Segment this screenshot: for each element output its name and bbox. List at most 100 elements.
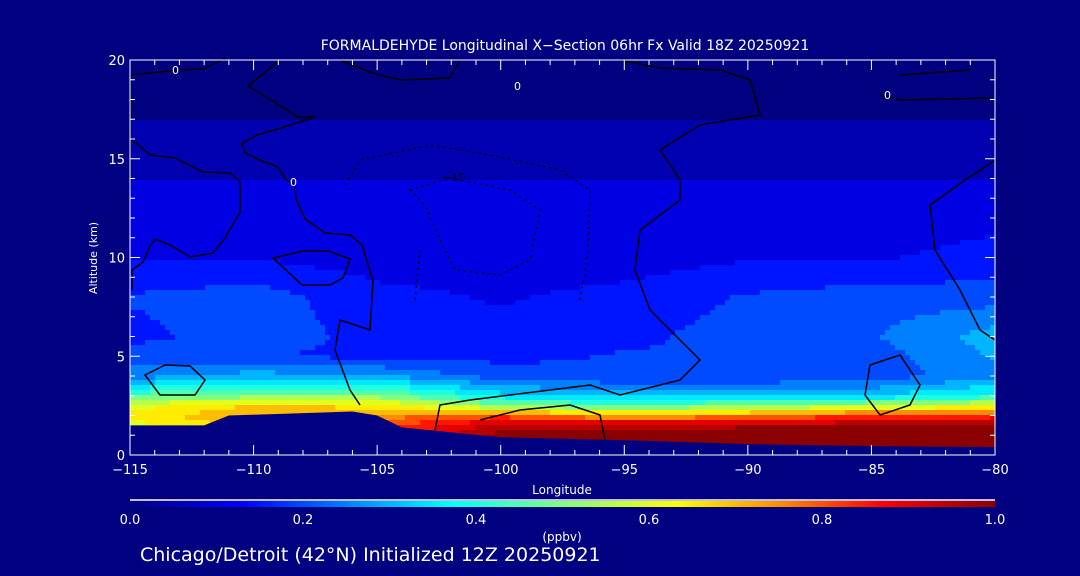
field-cell xyxy=(365,100,371,106)
field-cell xyxy=(340,320,346,326)
field-cell xyxy=(140,240,146,246)
field-cell xyxy=(425,225,431,231)
field-cell xyxy=(425,235,431,241)
field-cell xyxy=(375,110,381,116)
field-cell xyxy=(430,320,436,326)
field-cell xyxy=(405,225,411,231)
field-cell xyxy=(195,305,201,311)
field-cell xyxy=(190,95,196,101)
field-cell xyxy=(195,400,201,406)
field-cell xyxy=(415,180,421,186)
field-cell xyxy=(135,95,141,101)
field-cell xyxy=(275,140,281,146)
field-cell xyxy=(360,285,366,291)
field-cell xyxy=(415,85,421,91)
field-cell xyxy=(205,210,211,216)
field-cell xyxy=(240,350,246,356)
field-cell xyxy=(185,315,191,321)
field-cell xyxy=(310,230,316,236)
field-cell xyxy=(230,170,236,176)
field-cell xyxy=(400,375,406,381)
field-cell xyxy=(150,235,156,241)
field-cell xyxy=(420,380,426,386)
field-cell xyxy=(310,205,316,211)
field-cell xyxy=(255,345,261,351)
field-cell xyxy=(300,335,306,341)
field-cell xyxy=(375,100,381,106)
field-cell xyxy=(185,170,191,176)
field-cell xyxy=(440,165,446,171)
field-cell xyxy=(430,145,436,151)
field-cell xyxy=(145,310,151,316)
field-cell xyxy=(440,80,446,86)
field-cell xyxy=(365,160,371,166)
field-cell xyxy=(445,105,451,111)
field-cell xyxy=(375,280,381,286)
field-cell xyxy=(375,300,381,306)
field-cell xyxy=(245,250,251,256)
field-cell xyxy=(205,420,211,426)
field-cell xyxy=(265,175,271,181)
field-cell xyxy=(440,365,446,371)
field-cell xyxy=(240,110,246,116)
field-cell xyxy=(380,230,386,236)
field-cell xyxy=(435,360,441,366)
field-cell xyxy=(180,210,186,216)
field-cell xyxy=(285,305,291,311)
field-cell xyxy=(295,410,301,416)
field-cell xyxy=(190,90,196,96)
field-cell xyxy=(420,90,426,96)
field-cell xyxy=(200,205,206,211)
field-cell xyxy=(285,260,291,266)
field-cell xyxy=(130,350,136,356)
field-cell xyxy=(370,110,376,116)
field-cell xyxy=(340,160,346,166)
field-cell xyxy=(215,225,221,231)
field-cell xyxy=(355,195,361,201)
field-cell xyxy=(220,325,226,331)
field-cell xyxy=(285,75,291,81)
field-cell xyxy=(355,300,361,306)
field-cell xyxy=(240,225,246,231)
field-cell xyxy=(385,360,391,366)
field-cell xyxy=(400,355,406,361)
field-cell xyxy=(205,235,211,241)
field-cell xyxy=(250,190,256,196)
field-cell xyxy=(420,75,426,81)
field-cell xyxy=(305,360,311,366)
field-cell xyxy=(140,295,146,301)
field-cell xyxy=(235,150,241,156)
field-cell xyxy=(255,275,261,281)
field-cell xyxy=(320,250,326,256)
field-cell xyxy=(230,340,236,346)
field-cell xyxy=(385,60,391,66)
field-cell xyxy=(140,250,146,256)
field-cell xyxy=(270,115,276,121)
field-cell xyxy=(320,325,326,331)
field-cell xyxy=(195,240,201,246)
field-cell xyxy=(300,125,306,131)
field-cell xyxy=(230,65,236,71)
field-cell xyxy=(270,265,276,271)
field-cell xyxy=(190,235,196,241)
field-cell xyxy=(160,215,166,221)
field-cell xyxy=(330,275,336,281)
field-cell xyxy=(390,205,396,211)
field-cell xyxy=(370,115,376,121)
field-cell xyxy=(410,350,416,356)
field-cell xyxy=(375,235,381,241)
field-cell xyxy=(310,360,316,366)
field-cell xyxy=(195,270,201,276)
field-cell xyxy=(225,365,231,371)
field-cell xyxy=(160,375,166,381)
field-cell xyxy=(205,385,211,391)
field-cell xyxy=(345,345,351,351)
field-cell xyxy=(360,135,366,141)
field-cell xyxy=(380,95,386,101)
field-cell xyxy=(320,350,326,356)
field-cell xyxy=(410,280,416,286)
field-cell xyxy=(135,215,141,221)
field-cell xyxy=(375,95,381,101)
field-cell xyxy=(215,390,221,396)
field-cell xyxy=(330,75,336,81)
